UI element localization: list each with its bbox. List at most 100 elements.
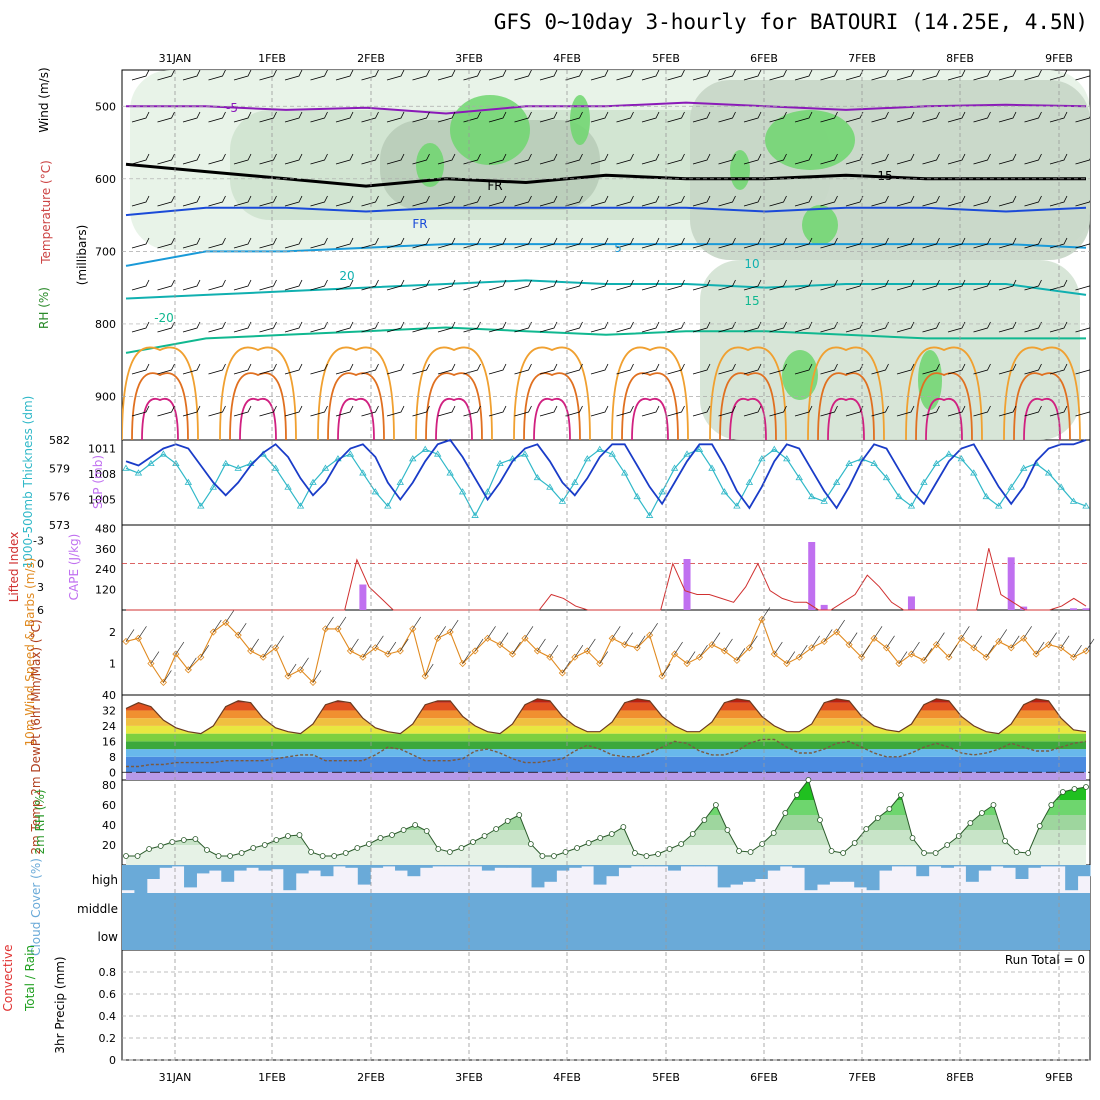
wind-barb [769,111,787,123]
wind-barb [259,363,277,375]
temp-tick: 32 [102,704,116,717]
high-cloud-bar [1077,865,1091,877]
wind-speed-point [945,653,953,661]
wind-barb-10m [724,638,733,652]
wind-barb [871,70,889,81]
wind-barb [539,195,558,207]
wind-barb [157,279,175,291]
high-cloud-bar [1015,865,1029,879]
rh-point [921,850,927,856]
isotherm-label: -20 [154,311,174,325]
wind-barb [131,321,150,333]
thickness-point [409,455,417,462]
thickness-point [745,478,754,485]
wind-barb [1075,326,1090,333]
thickness-point [895,492,903,500]
rh-point [863,826,870,832]
wind-barb [284,237,303,249]
wind-speed-point [558,669,566,677]
wind-speed-point [371,644,379,652]
wind-barb [769,153,787,165]
precip-tick: 0.6 [99,988,117,1001]
wind-barb-10m [661,663,671,677]
warm-contour [337,397,375,440]
thickness-point [708,464,716,471]
wind-barb [973,153,991,165]
wind-barb [794,363,813,375]
warm-contour [229,372,287,440]
wind-barb [157,405,175,417]
wind-barb-10m [923,648,933,661]
wind-barb [488,70,507,81]
wind-speed-point [309,678,317,686]
wind-speed-point [1032,650,1040,658]
wind-barb [157,195,175,207]
wind-barb [514,237,532,249]
thickness-point [932,459,941,467]
wind-barb [386,153,405,165]
rh-point [840,850,847,856]
high-cloud-bar [990,865,1004,867]
wind-barb [310,70,328,81]
thickness-point [683,450,691,457]
high-cloud-bar [965,865,979,882]
warm-contour [817,372,875,440]
wind-speed-point [222,619,230,627]
rh-point [481,833,488,839]
wind-barb [233,70,252,81]
rh-point [759,841,766,847]
high-cloud-bar [978,865,992,871]
rh-band [126,845,1086,865]
wind-barb [539,363,558,375]
date-label-top: 1FEB [258,52,286,65]
rh-point [458,845,465,851]
wind-barb [335,195,354,207]
thickness-point [720,488,729,495]
wind-barb [896,153,915,165]
rh-point [712,802,719,808]
wind-barb [922,321,940,333]
thickness-point [870,459,878,467]
wind-speed-point [184,666,192,674]
wind-barb [896,111,915,123]
rh-point [1048,802,1055,808]
wind-speed-point [770,650,778,658]
wind-barb [922,237,940,249]
wind-barb [871,279,889,291]
wind-barb [361,279,379,291]
thickness-point [371,488,380,495]
temp-band [126,772,1086,780]
wind-barb [208,279,226,291]
high-cloud-bar [370,865,384,868]
wind-barb [616,237,634,249]
rh-tick: 20 [102,839,116,852]
wind-speed-point [733,656,741,664]
wind-barb [310,153,328,165]
high-cloud-bar [953,865,967,867]
rh-point [423,828,430,834]
wind-speed-point [583,647,591,655]
thickness-point [758,455,766,462]
rh-point [851,840,858,846]
wind-speed-point [346,647,354,655]
rh-high-shade [918,350,942,410]
thickness-point [1057,483,1065,490]
high-cloud-bar [717,865,731,888]
thickness-point [446,469,454,476]
date-label-bottom: 3FEB [455,1071,483,1084]
wind-speed-point [596,659,604,668]
rh-point [354,845,361,851]
wind-barb [284,405,303,417]
high-cloud-bar [146,865,160,879]
high-cloud-bar [891,865,905,867]
wind-barb [1024,195,1042,207]
wind-barb [412,279,430,291]
wind-speed-point [483,634,492,642]
temp-band [126,725,1086,734]
wind-barb-10m [611,626,621,639]
wind-barb-10m [699,645,708,658]
thickness-point [620,469,629,476]
high-cloud-bar [1003,865,1017,868]
high-cloud-bar [643,865,657,867]
wind-speed-point [571,653,579,661]
